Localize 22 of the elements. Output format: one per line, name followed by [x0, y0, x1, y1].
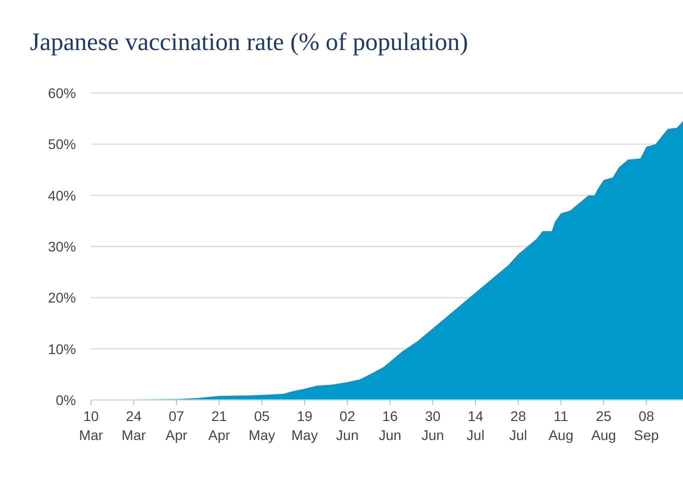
x-tick-label: 08 Sep — [634, 408, 660, 443]
chart-title: Japanese vaccination rate (% of population) — [30, 29, 468, 56]
y-tick-label: 50% — [48, 136, 76, 152]
x-tick-label: 10 Mar — [78, 408, 104, 443]
x-tick-label: 14 Jul — [466, 408, 484, 443]
y-tick-label: 10% — [48, 340, 76, 357]
y-tick-label: 30% — [48, 238, 76, 254]
x-tick-label: 16 Jun — [378, 408, 402, 443]
y-tick-label: 40% — [48, 187, 76, 204]
x-tick-label: 19 May — [291, 408, 318, 443]
y-tick-label: 20% — [48, 290, 76, 306]
x-tick-label: 21 Apr — [208, 408, 230, 443]
x-tick-label: 25 Aug — [591, 408, 616, 443]
x-tick-label: 02 Jun — [336, 408, 359, 443]
y-tick-label: 0% — [56, 392, 76, 408]
y-tick-label: 60% — [48, 85, 76, 101]
x-tick-label: 07 Apr — [166, 408, 188, 443]
x-tick-label: 05 May — [248, 408, 276, 443]
x-tick-label: 11 Aug — [548, 408, 574, 443]
x-tick-label: 30 Jun — [421, 408, 444, 443]
x-tick-label: 24 Mar — [122, 408, 146, 443]
x-tick-label: 28 Jul — [509, 408, 528, 443]
